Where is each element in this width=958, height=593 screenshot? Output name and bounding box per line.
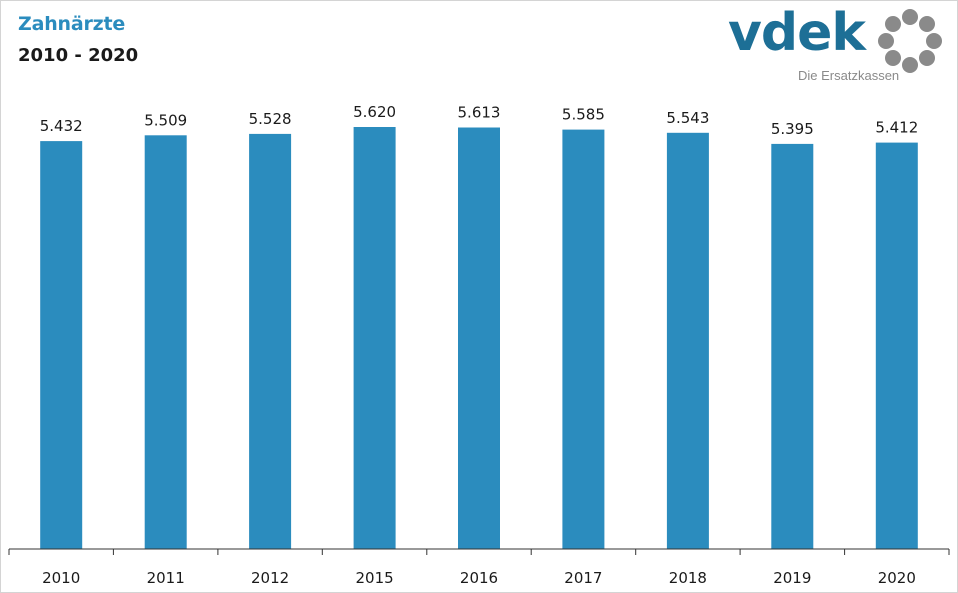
logo-seal-icon bbox=[878, 9, 942, 73]
bar-2016 bbox=[458, 127, 500, 549]
value-label-2019: 5.395 bbox=[771, 120, 814, 138]
value-label-2020: 5.412 bbox=[875, 119, 918, 137]
bar-2012 bbox=[249, 133, 292, 549]
bar-2017 bbox=[562, 129, 605, 549]
bar-2015 bbox=[353, 127, 396, 549]
value-label-2010: 5.432 bbox=[40, 117, 83, 135]
chart-subtitle: 2010 - 2020 bbox=[18, 45, 139, 66]
logo-seal-dot bbox=[885, 50, 901, 66]
bar-2010 bbox=[40, 141, 83, 549]
logo-wordmark: vdek bbox=[728, 3, 866, 63]
logo-seal-dot bbox=[878, 33, 894, 49]
logo-seal-dot bbox=[919, 50, 935, 66]
logo-seal-dot bbox=[919, 16, 935, 32]
bar-2011 bbox=[144, 135, 187, 550]
bar-2018 bbox=[666, 132, 709, 550]
x-tick-label-2015: 2015 bbox=[356, 569, 394, 587]
logo-seal-dot bbox=[902, 9, 918, 25]
x-tick-label-2019: 2019 bbox=[773, 569, 811, 587]
value-label-2016: 5.613 bbox=[458, 104, 501, 122]
chart-title: Zahnärzte bbox=[18, 13, 126, 35]
logo-seal-dot bbox=[885, 16, 901, 32]
value-label-2011: 5.509 bbox=[144, 111, 187, 129]
x-tick-label-2020: 2020 bbox=[878, 569, 916, 587]
x-tick-label-2018: 2018 bbox=[669, 569, 707, 587]
value-label-2015: 5.620 bbox=[353, 103, 396, 121]
logo-seal-dot bbox=[926, 33, 942, 49]
x-tick-label-2010: 2010 bbox=[42, 569, 80, 587]
x-tick-label-2016: 2016 bbox=[460, 569, 498, 587]
logo-tagline: Die Ersatzkassen bbox=[798, 68, 900, 83]
logo-seal-dot bbox=[902, 57, 918, 73]
x-tick-label-2017: 2017 bbox=[564, 569, 602, 587]
vdek-logo: vdek Die Ersatzkassen bbox=[726, 3, 956, 87]
x-tick-label-2012: 2012 bbox=[251, 569, 289, 587]
x-tick-label-2011: 2011 bbox=[147, 569, 185, 587]
bar-2019 bbox=[771, 143, 814, 549]
value-label-2012: 5.528 bbox=[249, 110, 292, 128]
value-label-2017: 5.585 bbox=[562, 106, 605, 124]
value-label-2018: 5.543 bbox=[666, 109, 709, 127]
bar-2020 bbox=[875, 142, 918, 549]
